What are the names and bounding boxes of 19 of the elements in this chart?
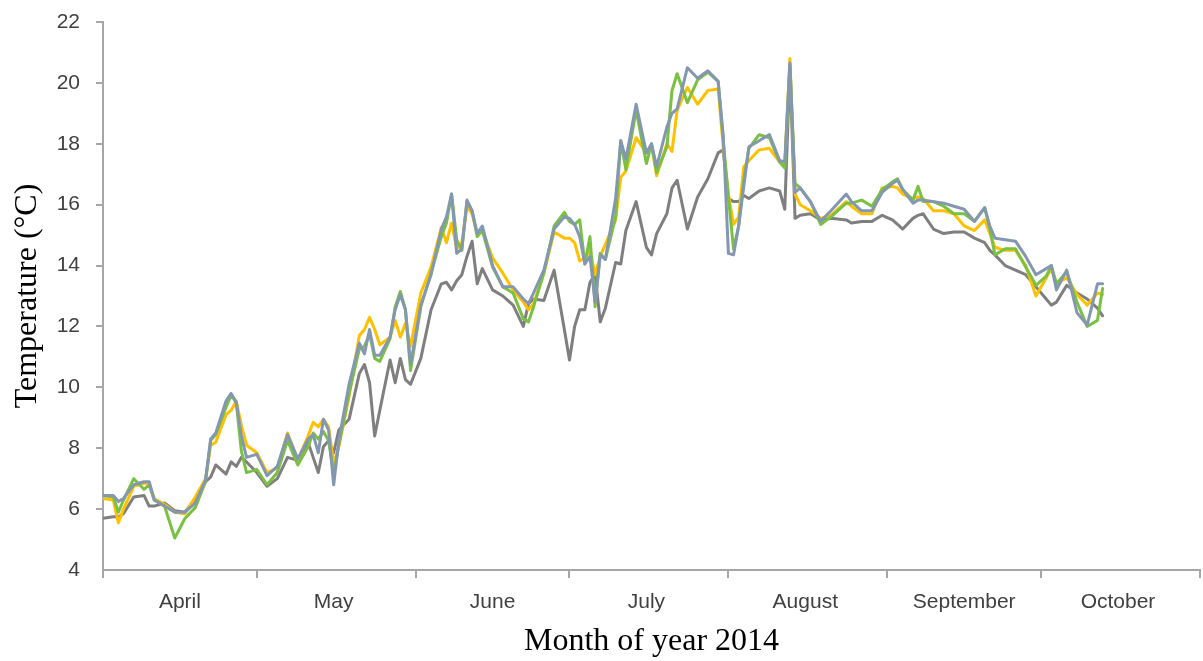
- y-tick-label: 18: [56, 130, 80, 154]
- y-tick-label: 20: [56, 69, 80, 93]
- y-tick-label: 16: [56, 191, 80, 215]
- y-tick-label: 8: [68, 435, 80, 459]
- x-tick-label: September: [912, 589, 1016, 613]
- y-axis-title: Temperature (°C): [6, 183, 43, 409]
- x-axis-title: Month of year 2014: [523, 621, 780, 658]
- x-tick-label: May: [313, 589, 355, 613]
- x-tick-label: April: [158, 589, 201, 613]
- y-tick-label: 22: [56, 8, 80, 32]
- y-tick-label: 6: [68, 495, 80, 519]
- y-tick-label: 14: [56, 252, 81, 276]
- y-tick-label: 12: [56, 313, 80, 337]
- y-tick-label: 4: [68, 556, 81, 580]
- x-tick-label: June: [469, 589, 516, 613]
- x-tick-label: October: [1080, 589, 1156, 613]
- y-tick-label: 10: [56, 374, 80, 398]
- x-tick-label: August: [772, 589, 839, 613]
- x-tick-label: July: [627, 589, 666, 613]
